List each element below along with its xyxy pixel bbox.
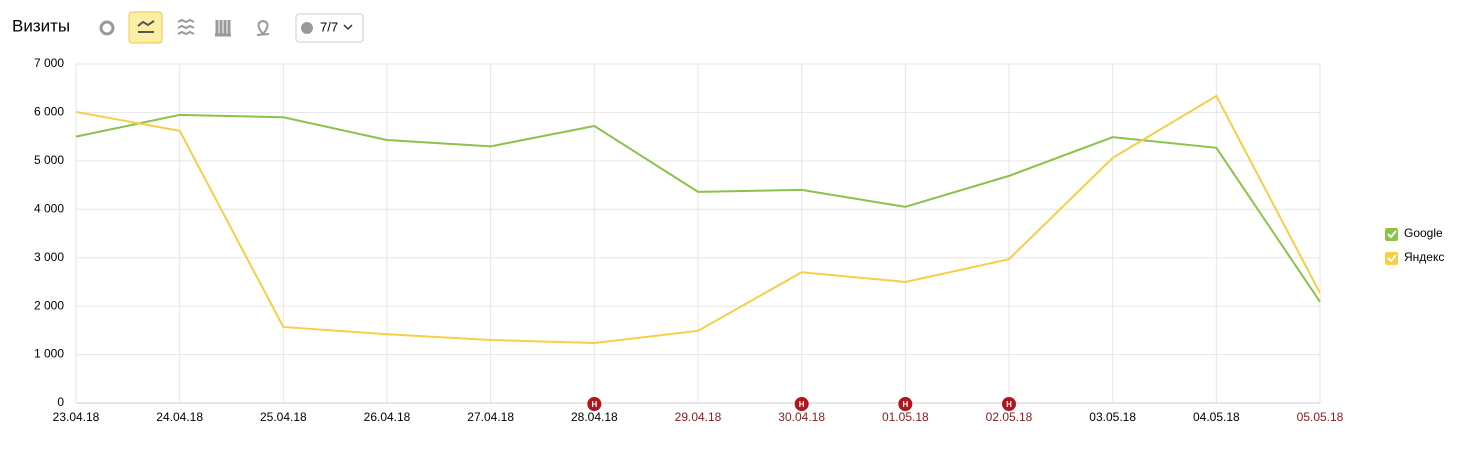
holiday-label: Н [902,400,908,409]
chevron [343,24,353,31]
x-tick-label: 04.05.18 [1193,410,1240,424]
x-tick-label: 29.04.18 [675,410,722,424]
holiday-marker [587,397,602,411]
holiday-label: Н [591,400,597,409]
y-tick-label: 5 000 [34,153,64,167]
y-tick-label: 6 000 [34,105,64,119]
holiday-label: Н [799,400,805,409]
filter-button[interactable] [295,13,364,43]
y-tick-label: 4 000 [34,201,64,215]
line-icon [137,20,155,33]
x-tick-label: 23.04.18 [53,410,100,424]
filter-label: 7/7 [320,19,338,34]
holiday-marker [1002,397,1016,411]
y-tick-label: 7 000 [34,56,64,70]
y-tick-label: 0 [57,395,64,409]
x-tick-label: 03.05.18 [1089,410,1136,424]
holiday-marker [794,397,809,411]
toolbar: 7/7 [99,11,364,44]
x-tick-label: 25.04.18 [260,410,307,424]
legend-label: Google [1404,226,1443,240]
area-icon[interactable] [177,18,195,36]
y-tick-label: 2 000 [34,298,64,312]
legend-label: Яндекс [1404,250,1444,264]
line-button[interactable] [128,11,163,44]
map-icon[interactable] [256,19,270,36]
legend-checkbox[interactable] [1385,228,1398,241]
x-tick-label: 01.05.18 [882,410,929,424]
holiday-marker [898,397,913,411]
legend-check [1387,254,1397,263]
x-tick-label: 26.04.18 [364,410,411,424]
holiday-label: Н [1006,400,1012,409]
series-line [75,113,1321,303]
bar-icon[interactable] [215,20,231,37]
x-tick-label: 24.04.18 [156,410,203,424]
legend-checkbox[interactable] [1385,252,1398,265]
x-tick-label: 30.04.18 [778,410,825,424]
y-tick-label: 3 000 [34,250,64,264]
y-tick-label: 1 000 [34,347,64,361]
comment-icon [301,22,313,34]
series-line [75,94,1321,344]
pie-icon[interactable] [99,20,115,36]
x-tick-label: 28.04.18 [571,410,618,424]
x-tick-label: 05.05.18 [1297,410,1344,424]
x-tick-label: 27.04.18 [467,410,514,424]
legend-check [1387,230,1397,239]
x-tick-label: 02.05.18 [986,410,1033,424]
chart-title: Визиты [12,16,70,35]
